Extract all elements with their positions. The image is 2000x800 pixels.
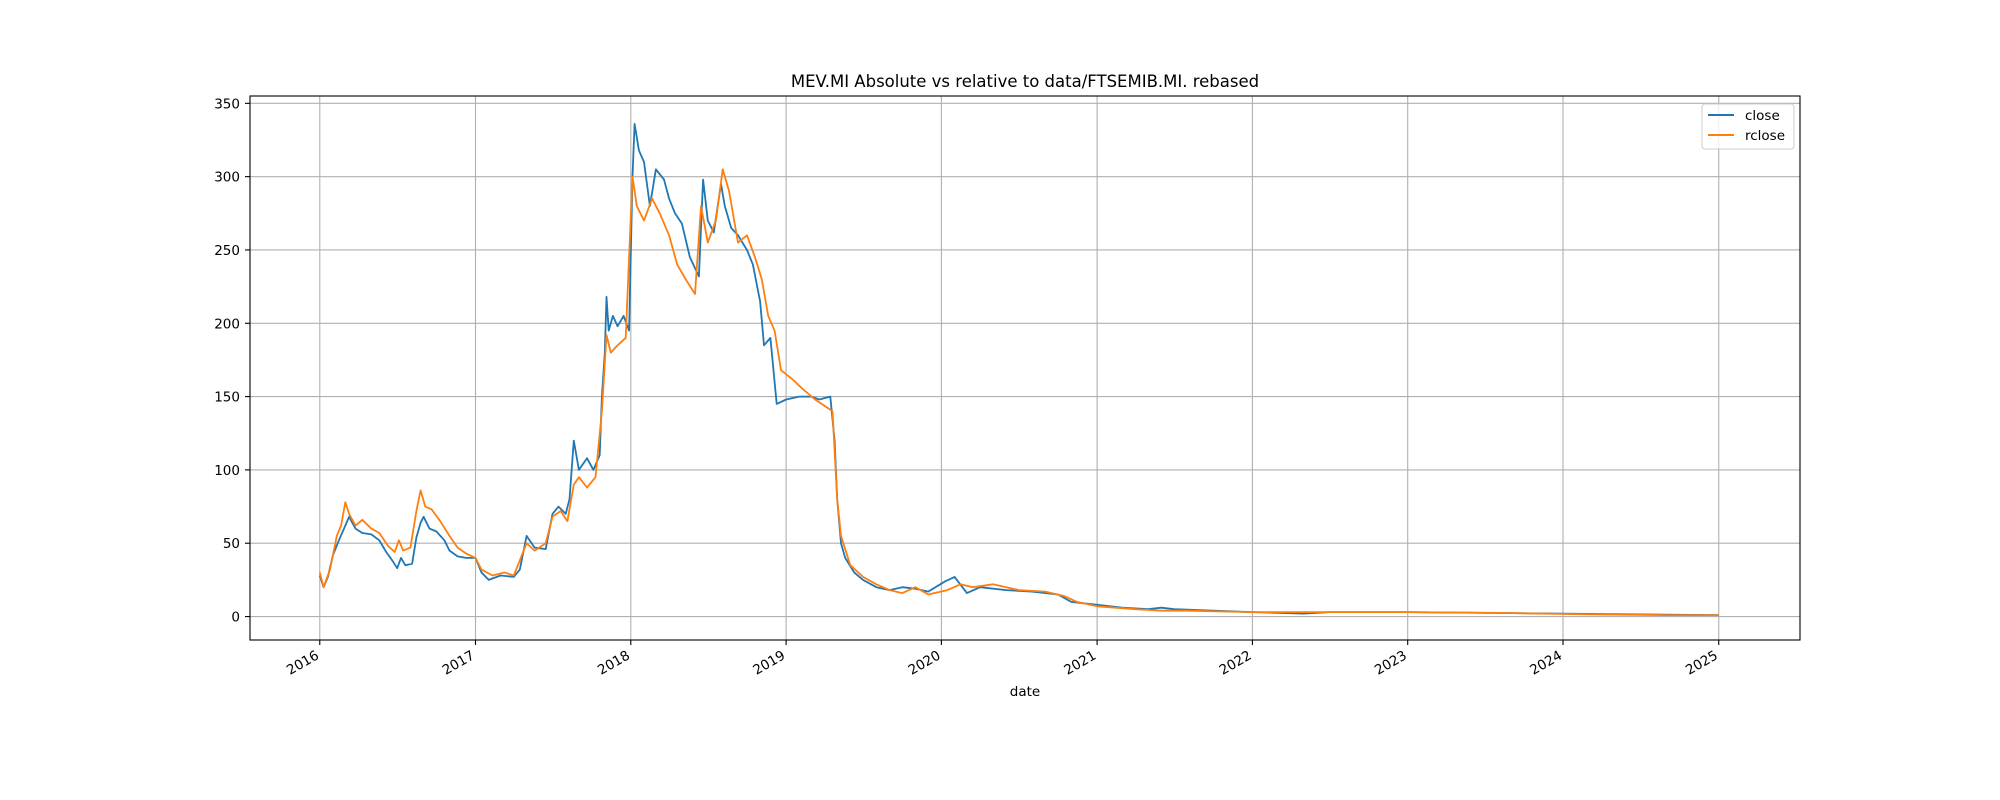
- y-tick-label-300: 300: [214, 170, 240, 186]
- grid: [250, 96, 1800, 640]
- x-axis: 2016 2017 2018 2019 2020 2021 2022 2023 2024 2025: [284, 640, 1721, 679]
- x-tick-label-2020: 2020: [906, 648, 944, 679]
- chart-title: MEV.MI Absolute vs relative to data/FTSE…: [791, 72, 1259, 91]
- series-line-rclose: [318, 168, 1719, 616]
- x-tick-label-2018: 2018: [595, 648, 633, 679]
- x-axis-label: date: [1010, 684, 1040, 700]
- legend: close rclose: [1701, 103, 1795, 150]
- y-tick-label-100: 100: [214, 463, 240, 479]
- series-layer: [318, 123, 1719, 616]
- x-tick-label-2016: 2016: [284, 648, 322, 679]
- legend-label-rclose: rclose: [1745, 128, 1785, 144]
- y-tick-label-200: 200: [214, 316, 240, 332]
- x-tick-label-2025: 2025: [1683, 648, 1721, 679]
- x-tick-label-2023: 2023: [1372, 648, 1410, 679]
- y-axis: 0 50 100 150 200 250 300 350: [214, 96, 250, 626]
- y-tick-label-250: 250: [214, 243, 240, 259]
- series-line-close: [318, 123, 1719, 616]
- x-tick-label-2024: 2024: [1527, 648, 1565, 679]
- y-tick-label-350: 350: [214, 96, 240, 112]
- y-tick-label-150: 150: [214, 390, 240, 406]
- x-tick-label-2017: 2017: [440, 648, 478, 679]
- legend-label-close: close: [1745, 108, 1780, 124]
- y-tick-label-50: 50: [223, 536, 240, 552]
- plot-frame: [249, 95, 1801, 641]
- x-tick-label-2021: 2021: [1061, 648, 1099, 679]
- x-tick-label-2019: 2019: [750, 648, 788, 679]
- y-tick-label-0: 0: [231, 610, 240, 626]
- x-tick-label-2022: 2022: [1217, 648, 1255, 679]
